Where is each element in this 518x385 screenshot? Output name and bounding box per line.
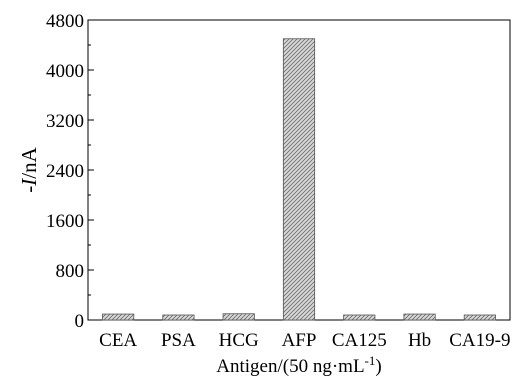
x-tick-label: Hb [408, 330, 431, 351]
x-tick-label: HCG [219, 330, 259, 351]
bar-ca19-9 [463, 314, 496, 321]
x-tick-label: CA19-9 [449, 330, 510, 351]
y-axis-title-unit: /nA [17, 146, 41, 178]
y-tick-label: 800 [56, 261, 85, 282]
x-axis-title-main: Antigen/(50 ng·mL [216, 356, 364, 377]
y-axis-title: -I/nA [17, 146, 41, 192]
bar-afp [282, 38, 316, 321]
y-tick-label: 4000 [46, 61, 84, 82]
y-tick-label: 2400 [46, 161, 84, 182]
bar-hb [403, 313, 436, 321]
y-tick-label: 1600 [46, 211, 84, 232]
bar-cea [102, 313, 135, 321]
bar-psa [162, 314, 195, 321]
y-tick-label: 0 [75, 311, 85, 332]
y-axis-title-symbol: I [17, 178, 41, 187]
x-axis-title-superscript: -1 [365, 353, 376, 368]
y-axis-title-prefix: - [17, 186, 41, 193]
y-tick-label: 3200 [46, 111, 84, 132]
x-tick-label: AFP [282, 330, 317, 351]
bar-ca125 [343, 314, 376, 321]
x-tick-label: PSA [161, 330, 196, 351]
y-tick-label: 4800 [46, 11, 84, 32]
x-tick-label: CA125 [332, 330, 387, 351]
x-axis-title: Antigen/(50 ng·mL-1) [216, 353, 381, 377]
x-axis-title-suffix: ) [375, 356, 381, 377]
bar-hcg [222, 313, 255, 321]
x-tick-label: CEA [99, 330, 137, 351]
